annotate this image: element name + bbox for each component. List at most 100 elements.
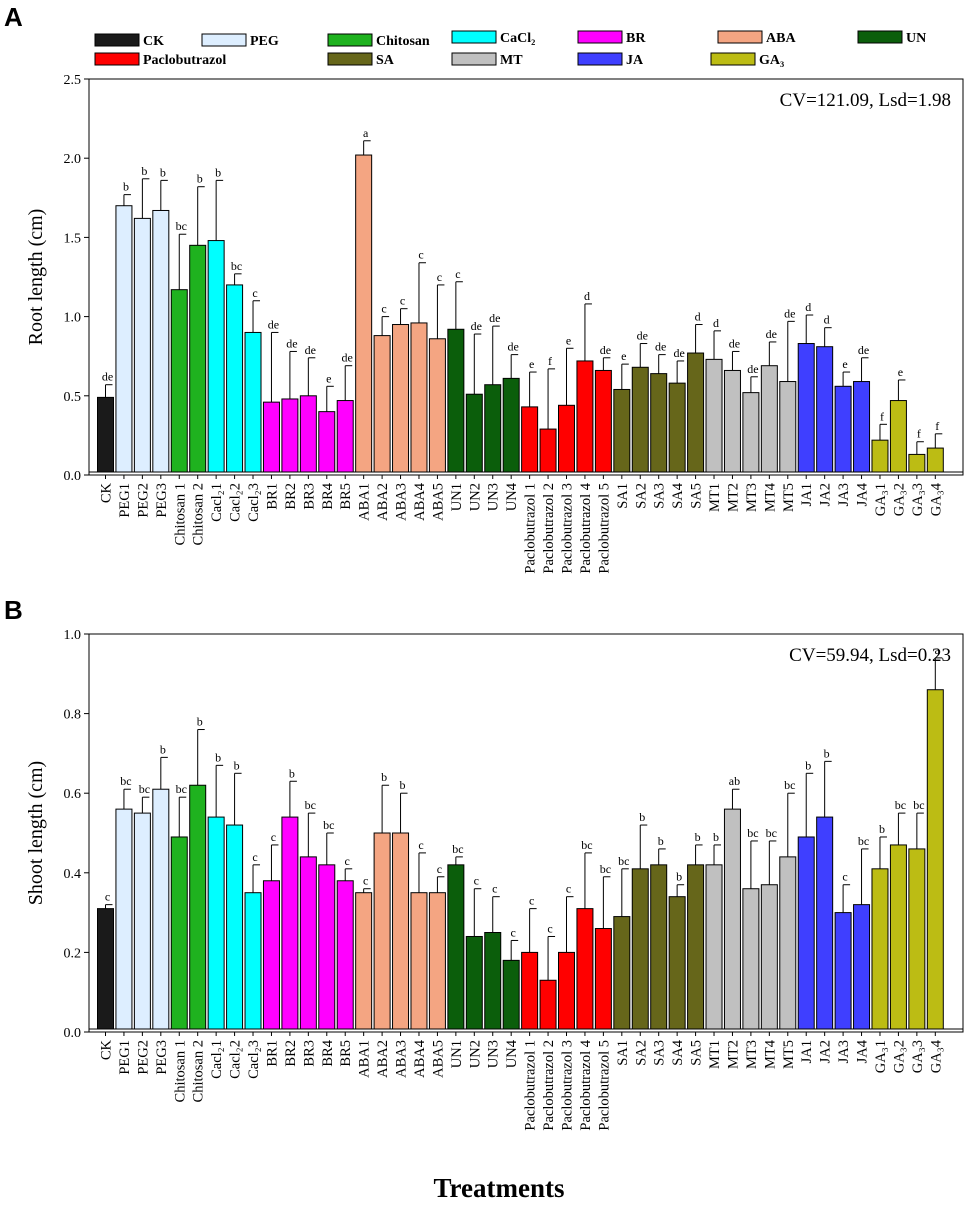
- category-label: PEG3: [154, 483, 170, 518]
- bar-PEG2: [133, 812, 151, 1030]
- category-label: SA3: [652, 1040, 668, 1066]
- category-label: MT4: [762, 1039, 778, 1069]
- significance-label: bc: [139, 782, 150, 796]
- significance-label: c: [474, 874, 479, 888]
- category-label: JA3: [836, 483, 852, 506]
- legend-label: ABA: [766, 31, 796, 46]
- legend-swatch: [451, 30, 497, 44]
- significance-label: c: [842, 870, 847, 884]
- category-label: JA1: [799, 1040, 815, 1063]
- category-label: SA5: [689, 483, 705, 509]
- panel-b-shoot-length: B 0.0 0.2 0.4 0.6 0.8 1.0 Shoot length (cm) CV=5…: [4, 595, 964, 1131]
- significance-label: de: [766, 327, 777, 341]
- legend-label: Paclobutrazol: [143, 53, 226, 68]
- category-label: PEG3: [154, 1040, 170, 1075]
- legend: CK PEG Chitosan CaCl₂ BR ABA UN Paclobutrazol SA…: [94, 30, 926, 68]
- legend-swatch: [717, 30, 763, 44]
- category-label: JA3: [836, 1040, 852, 1063]
- significance-label: bc: [913, 798, 924, 812]
- significance-label: de: [747, 362, 758, 376]
- significance-label: de: [489, 311, 500, 325]
- category-label: JA2: [818, 1040, 834, 1063]
- significance-label: e: [326, 371, 331, 385]
- significance-label: bc: [618, 854, 629, 868]
- y-tick-label: 0.6: [64, 787, 82, 802]
- bar-Paclobutrazol 3: [558, 404, 575, 473]
- bar-UN2: [465, 393, 483, 473]
- significance-label: bc: [231, 259, 242, 273]
- bar-GA₃1: [871, 439, 889, 473]
- bar-Cacl₂2: [226, 284, 244, 473]
- bar-MT1: [705, 358, 723, 473]
- bar-GA₃1: [871, 868, 889, 1030]
- category-label: SA4: [670, 1039, 686, 1066]
- category-label: ABA3: [394, 1040, 410, 1078]
- bar-BR4: [318, 864, 336, 1030]
- category-label: PEG1: [117, 1040, 133, 1075]
- significance-label: c: [418, 248, 423, 262]
- bar-CK: [97, 396, 114, 473]
- significance-label: e: [898, 365, 903, 379]
- category-label: PEG2: [135, 1040, 151, 1075]
- bar-ABA5: [428, 892, 446, 1030]
- significance-label: c: [547, 921, 552, 935]
- category-label: SA2: [633, 1040, 649, 1066]
- category-label: Paclobutrazol 5: [596, 1040, 612, 1131]
- significance-label: b: [805, 758, 811, 772]
- significance-label: c: [529, 894, 534, 908]
- category-label: Chitosan 1: [172, 483, 188, 545]
- category-label: Cacl₂3: [246, 483, 262, 522]
- bar-Chitosan 1: [170, 836, 188, 1030]
- category-label: MT1: [707, 1040, 723, 1069]
- bar-SA4: [668, 896, 686, 1030]
- category-label: Paclobutrazol 5: [596, 483, 612, 574]
- legend-swatch: [327, 33, 373, 47]
- y-tick-label: 0.8: [64, 708, 82, 723]
- category-label: SA5: [689, 1040, 705, 1066]
- category-label: GA₃3: [910, 483, 926, 516]
- bar-SA1: [613, 388, 631, 473]
- significance-label: c: [511, 925, 516, 939]
- significance-label: c: [455, 267, 460, 281]
- significance-label: bc: [895, 798, 906, 812]
- significance-label: a: [935, 643, 941, 657]
- bar-MT5: [779, 381, 797, 473]
- category-label: BR4: [320, 1039, 336, 1066]
- bar-MT1: [705, 864, 723, 1030]
- bar-Chitosan 1: [170, 289, 188, 473]
- significance-label: b: [381, 770, 387, 784]
- significance-label: bc: [120, 774, 131, 788]
- significance-label: bc: [747, 826, 758, 840]
- significance-label: b: [639, 810, 645, 824]
- legend-swatch: [94, 33, 140, 47]
- category-label: Paclobutrazol 2: [541, 1040, 557, 1131]
- category-label: GA₃2: [891, 1040, 907, 1073]
- bar-PEG1: [115, 808, 133, 1030]
- significance-label: f: [917, 427, 921, 441]
- bar-Paclobutrazol 5: [594, 928, 612, 1030]
- panel-letter: B: [4, 595, 23, 625]
- category-label: MT2: [725, 483, 741, 512]
- significance-label: de: [305, 343, 316, 357]
- category-label: ABA2: [375, 483, 391, 521]
- bar-SA3: [650, 864, 668, 1030]
- category-label: GA₃3: [910, 1040, 926, 1073]
- bar-UN1: [447, 328, 465, 473]
- significance-label: c: [252, 286, 257, 300]
- bar-JA1: [797, 343, 815, 473]
- category-label: UN3: [486, 1040, 502, 1068]
- significance-label: b: [658, 834, 664, 848]
- significance-label: b: [695, 830, 701, 844]
- significance-label: b: [160, 165, 166, 179]
- bar-Cacl₂1: [207, 240, 225, 473]
- legend-label: BR: [626, 31, 646, 46]
- significance-label: b: [141, 164, 147, 178]
- bar-BR4: [318, 411, 336, 473]
- bar-BR5: [336, 880, 354, 1030]
- bar-GA₃3: [908, 453, 926, 473]
- legend-swatch: [710, 52, 756, 66]
- bar-Cacl₂3: [244, 892, 262, 1030]
- y-tick-label: 0.0: [64, 1026, 82, 1041]
- significance-label: de: [286, 336, 297, 350]
